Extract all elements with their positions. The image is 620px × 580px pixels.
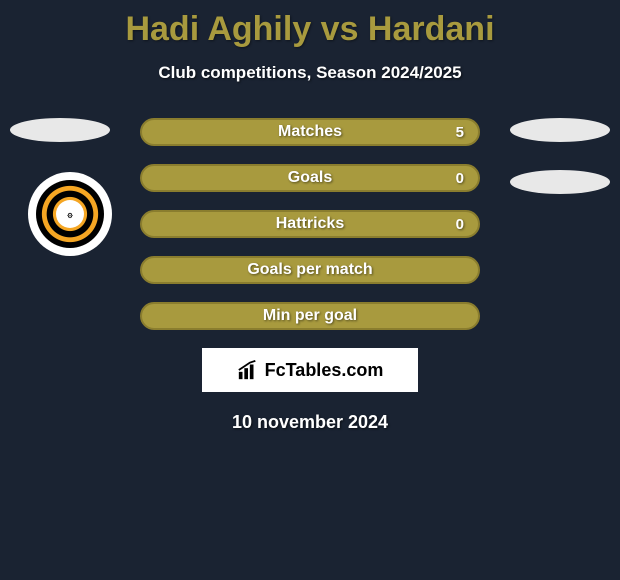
stat-label: Goals per match [247, 261, 372, 279]
club-badge-center: ۞ [56, 200, 84, 228]
stat-label: Goals [288, 169, 332, 187]
logo-text: FcTables.com [265, 360, 384, 381]
stat-value: 0 [456, 170, 464, 187]
stat-value: 5 [456, 124, 464, 141]
stat-row-hattricks: Hattricks 0 [140, 210, 480, 238]
stat-row-min-per-goal: Min per goal [140, 302, 480, 330]
subtitle: Club competitions, Season 2024/2025 [0, 63, 620, 83]
page-title: Hadi Aghily vs Hardani [0, 0, 620, 49]
club-badge: ۞ [28, 172, 112, 256]
source-logo: FcTables.com [202, 348, 418, 392]
player-left-placeholder [10, 118, 110, 142]
date-label: 10 november 2024 [0, 412, 620, 433]
stat-row-goals-per-match: Goals per match [140, 256, 480, 284]
club-badge-ring: ۞ [36, 180, 104, 248]
stat-bars: Matches 5 Goals 0 Hattricks 0 Goals per … [140, 118, 480, 330]
stat-label: Min per goal [263, 307, 357, 325]
stat-label: Hattricks [276, 215, 344, 233]
stat-label: Matches [278, 123, 342, 141]
stat-row-goals: Goals 0 [140, 164, 480, 192]
comparison-section: ۞ Matches 5 Goals 0 Hattricks 0 Goals pe… [0, 118, 620, 433]
player-right-placeholder-2 [510, 170, 610, 194]
stat-value: 0 [456, 216, 464, 233]
player-right-placeholder-1 [510, 118, 610, 142]
chart-icon [237, 359, 259, 381]
stat-row-matches: Matches 5 [140, 118, 480, 146]
